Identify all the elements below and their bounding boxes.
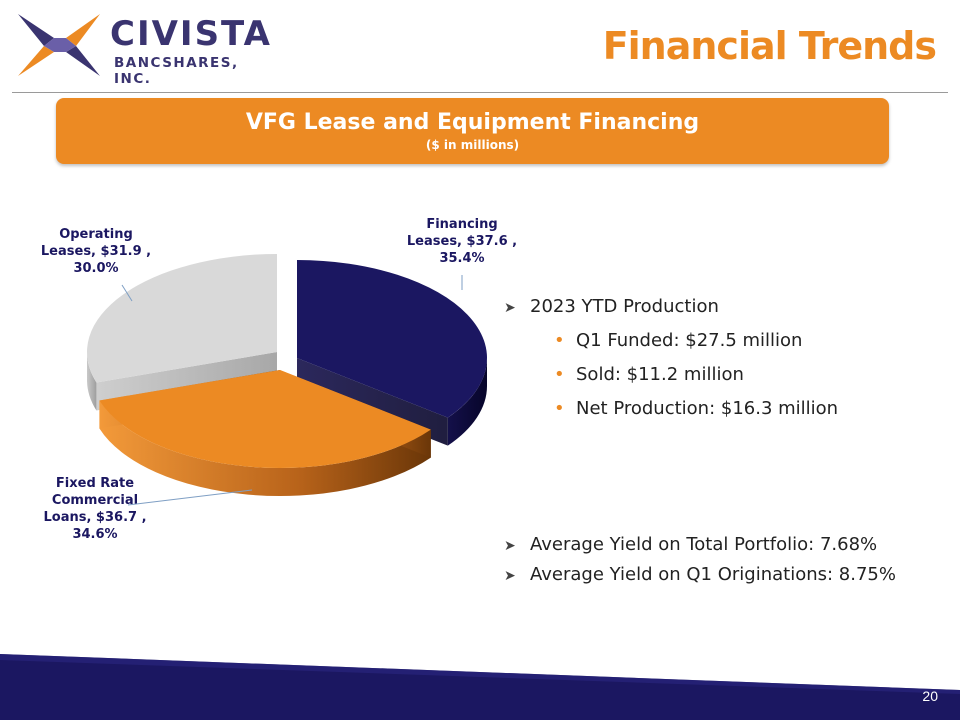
bullet-production-heading: ➤ 2023 YTD Production — [504, 296, 719, 317]
dot-bullet-icon: • — [554, 364, 565, 385]
page-title: Financial Trends — [602, 24, 937, 68]
pie-slice-side — [99, 400, 431, 496]
slice-label-line: Commercial — [52, 493, 138, 508]
logo-subtitle: BANCSHARES, INC. — [114, 55, 239, 87]
pie-slice-fixed-rate-commercial-loans — [99, 370, 431, 469]
bullet-item: • Sold: $11.2 million — [554, 364, 744, 385]
logo-name: CIVISTA — [110, 14, 272, 54]
slice-label: Operating Leases, $31.9 , 30.0% — [41, 227, 151, 276]
arrow-bullet-icon: ➤ — [504, 300, 516, 316]
leader-line — [127, 489, 253, 506]
slice-label: Financing Leases, $37.6 , 35.4% — [407, 217, 517, 266]
header-divider — [12, 92, 948, 93]
leader-line — [121, 284, 133, 302]
slice-label-line: 30.0% — [73, 261, 118, 276]
pie-slice-financing-leases — [297, 260, 487, 418]
slice-label-line: 35.4% — [439, 251, 484, 266]
portfolio-pie-chart: Financing Leases, $37.6 , 35.4% Fixed Rate C… — [41, 217, 517, 542]
pie-slice-side — [87, 352, 97, 411]
logo-star-icon — [18, 14, 100, 76]
page-number: 20 — [922, 688, 938, 704]
slice-label-line: Leases, $37.6 , — [407, 234, 517, 249]
pie-slice-side — [447, 358, 487, 446]
civista-logo: CIVISTA BANCSHARES, INC. — [14, 10, 270, 87]
slice-label: Fixed Rate Commercial Loans, $36.7 , 34.6% — [43, 476, 146, 542]
slice-label-line: Leases, $31.9 , — [41, 244, 151, 259]
banner-subtitle: ($ in millions) — [425, 138, 520, 152]
dot-bullet-icon: • — [554, 398, 565, 419]
arrow-bullet-icon: ➤ — [504, 568, 516, 584]
bullet-yield-q1: ➤ Average Yield on Q1 Originations: 8.75% — [504, 564, 896, 585]
slice-label-line: Operating — [59, 227, 133, 242]
slice-label-line: 34.6% — [72, 527, 117, 542]
bullet-item: • Q1 Funded: $27.5 million — [554, 330, 803, 351]
banner-title: VFG Lease and Equipment Financing — [245, 110, 700, 135]
slice-label-line: Loans, $36.7 , — [43, 510, 146, 525]
bullet-yield-total: ➤ Average Yield on Total Portfolio: 7.68% — [504, 534, 878, 555]
slice-label-line: Financing — [426, 217, 497, 232]
arrow-bullet-icon: ➤ — [504, 538, 516, 554]
slice-label-line: Fixed Rate — [56, 476, 134, 491]
pie-slice-operating-leases — [86, 254, 278, 383]
bullet-item: • Net Production: $16.3 million — [554, 398, 839, 419]
dot-bullet-icon: • — [554, 330, 565, 351]
section-banner: VFG Lease and Equipment Financing ($ in … — [56, 98, 889, 164]
footer-band — [0, 654, 960, 720]
